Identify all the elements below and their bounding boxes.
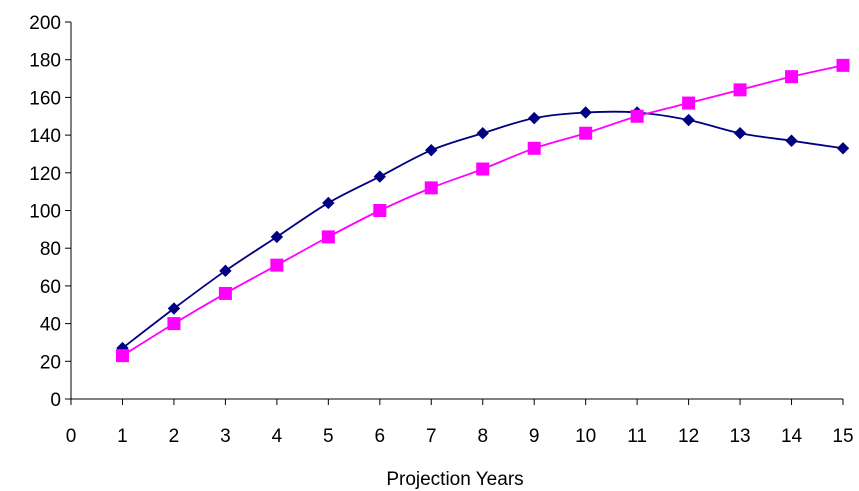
data-point-diamond — [373, 170, 387, 183]
data-point-square — [785, 70, 799, 84]
y-axis: 0 20 40 60 80 100 120 140 160 180 200 — [29, 13, 72, 411]
data-point-square — [424, 181, 438, 195]
x-tick-label: 11 — [627, 426, 647, 447]
x-tick-label: 12 — [678, 426, 699, 447]
y-tick-label: 180 — [29, 51, 61, 72]
x-tick-label: 14 — [781, 426, 803, 447]
data-point-square — [321, 230, 335, 244]
data-point-square — [733, 83, 747, 97]
data-point-square — [373, 204, 387, 217]
data-point-square — [476, 162, 490, 176]
y-tick-label: 160 — [29, 88, 61, 109]
data-point-diamond — [785, 134, 798, 147]
data-point-diamond — [167, 302, 181, 315]
x-tick-label: 3 — [220, 426, 231, 447]
y-tick-label: 20 — [40, 352, 61, 373]
y-tick-label: 140 — [29, 126, 61, 147]
x-tick-label: 8 — [477, 426, 488, 447]
x-tick-label: 1 — [117, 426, 128, 447]
data-point-square — [115, 349, 129, 363]
x-tick-label: 5 — [323, 426, 334, 447]
series-1 — [116, 106, 850, 355]
data-point-square — [579, 126, 593, 140]
y-tick-label: 80 — [40, 239, 61, 260]
series-layer — [115, 58, 850, 363]
x-axis: 0 1 2 3 4 5 6 7 8 9 10 11 12 13 14 15 — [66, 398, 854, 447]
data-point-square — [836, 58, 850, 72]
x-tick-label: 7 — [426, 426, 437, 447]
x-tick-label: 2 — [169, 426, 180, 447]
data-point-diamond — [322, 196, 335, 210]
y-tick-label: 0 — [50, 390, 61, 411]
data-point-diamond — [476, 127, 489, 140]
data-point-square — [630, 109, 644, 123]
series-2-line — [121, 64, 844, 357]
x-tick-label: 13 — [729, 426, 750, 447]
y-tick-label: 120 — [29, 164, 61, 185]
data-point-square — [218, 286, 232, 300]
x-tick-label: 4 — [272, 426, 283, 447]
data-point-square — [682, 96, 696, 110]
x-axis-title: Projection Years — [386, 469, 523, 490]
x-tick-label: 15 — [832, 426, 853, 447]
data-point-square — [270, 258, 284, 272]
y-tick-label: 60 — [40, 277, 61, 298]
x-tick-label: 0 — [66, 426, 77, 447]
y-tick-label: 40 — [40, 315, 61, 336]
x-tick-label: 9 — [529, 426, 540, 447]
data-point-diamond — [733, 127, 747, 140]
data-point-diamond — [270, 230, 284, 244]
y-tick-label: 100 — [29, 202, 61, 223]
data-point-diamond — [682, 113, 695, 127]
data-point-square — [167, 317, 181, 331]
x-tick-label: 6 — [375, 426, 386, 447]
data-point-diamond — [579, 106, 592, 119]
data-point-diamond — [836, 142, 850, 155]
data-point-diamond — [219, 264, 232, 278]
x-tick-label: 10 — [575, 426, 596, 447]
data-point-diamond — [425, 143, 438, 157]
series-1-line — [121, 110, 844, 349]
series-2 — [115, 58, 850, 363]
y-tick-label: 200 — [29, 13, 61, 34]
data-point-diamond — [527, 111, 541, 125]
data-point-square — [527, 141, 541, 155]
